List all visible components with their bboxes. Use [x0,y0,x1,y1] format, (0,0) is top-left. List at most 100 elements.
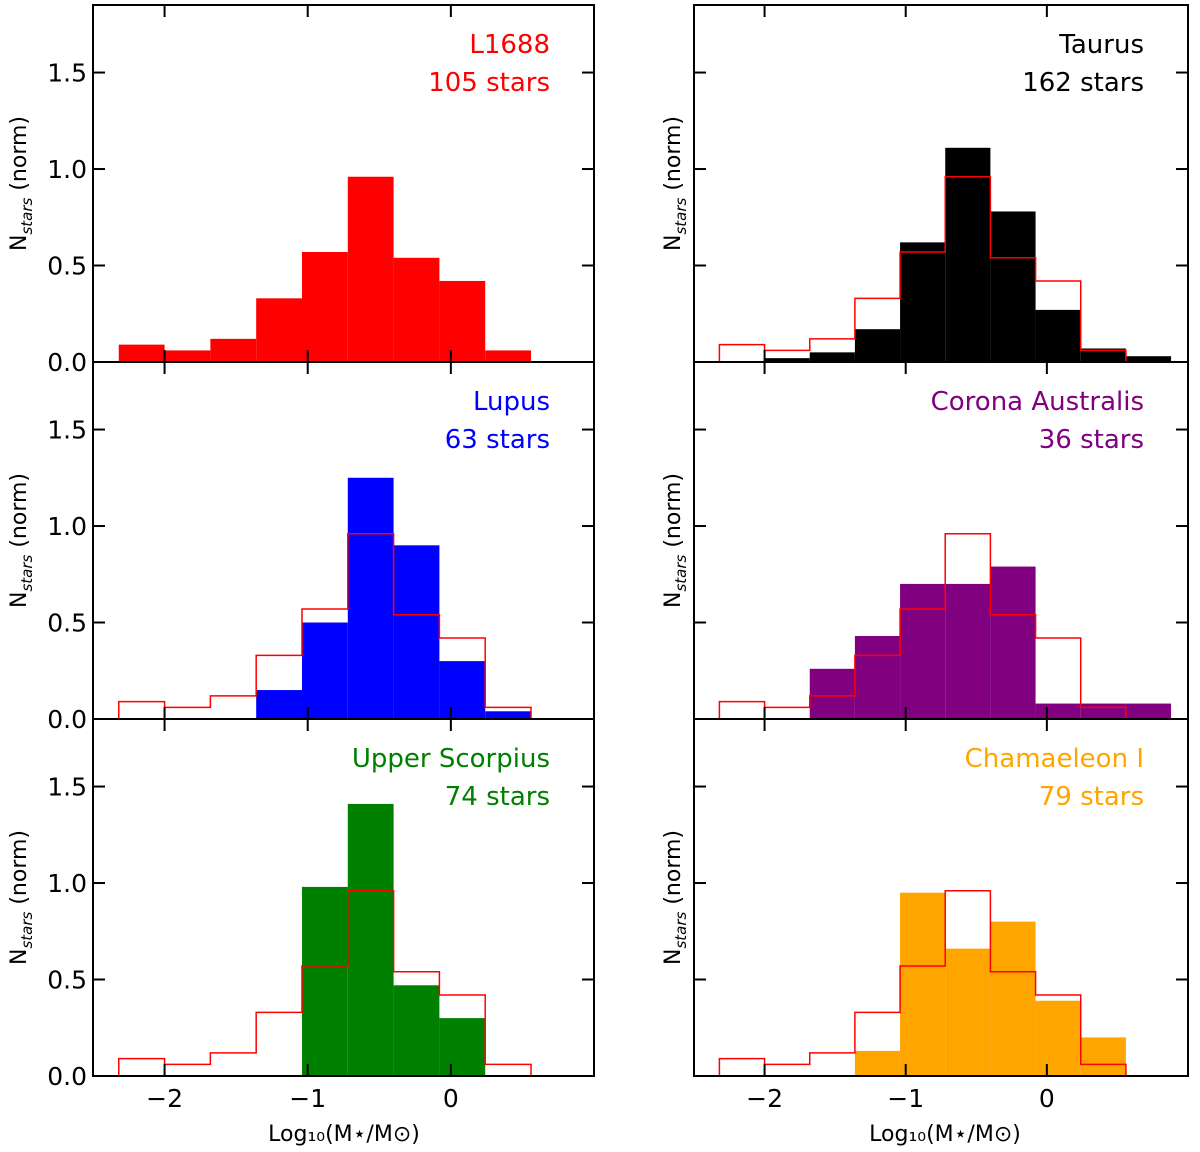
histogram-bar [1125,356,1172,362]
reference-histogram-outline [718,175,1127,362]
histogram-bar [1035,309,1081,362]
y-axis-label-subscript: stars [672,911,690,948]
y-axis-label-suffix: (norm) [7,473,32,555]
y-tick-label: 1.0 [47,869,87,898]
x-axis-label-right: Log₁₀(M⋆/M⊙) [869,1122,1021,1147]
histogram-bar [945,948,991,1076]
histogram-bar [945,583,991,719]
y-axis-label-suffix: (norm) [661,830,686,912]
histogram-bar [118,344,165,362]
histogram-bar [990,211,1036,362]
reference-histogram-outline [718,889,1127,1076]
y-axis-label-main: N [661,592,686,608]
y-axis-label-subscript: stars [672,554,690,591]
region-label: Lupus [473,387,550,417]
histogram-bar [210,338,257,362]
y-axis-label-suffix: (norm) [7,116,32,198]
histogram-bar [485,350,532,362]
histogram-bar [256,690,302,719]
x-tick-label: −1 [887,1084,924,1113]
histogram-bar [854,636,901,719]
histogram-bar [1125,703,1172,719]
y-axis-label: Nstars (norm) [7,116,36,251]
histogram-bar [809,352,855,362]
histogram-bar [347,176,394,362]
histogram-bar [990,566,1036,719]
histogram-bar [1080,703,1126,719]
y-tick-label: 1.5 [47,59,87,88]
y-axis-label: Nstars (norm) [7,473,36,608]
y-tick-label: 0.0 [47,1062,87,1091]
reference-histogram-outline [118,532,532,719]
x-tick-label: −2 [746,1084,783,1113]
panel-frame [693,718,1189,1077]
y-axis-label-main: N [661,235,686,251]
histogram-bar [900,892,946,1076]
histogram-bar [485,711,532,719]
y-tick-label: 0.5 [47,609,87,638]
panel-chamaeleon-i: −2 −1 0 Chamaeleon I 79 stars Nstars (norm) [661,718,1189,1113]
y-tick-label: 0.5 [47,966,87,995]
histogram-bar [347,477,394,719]
panel-frame [92,718,595,1077]
x-tick-label: 0 [443,1084,459,1113]
region-label: Corona Australis [931,387,1144,417]
x-tick-label: −1 [289,1084,326,1113]
histogram-bar [301,622,348,719]
y-axis-label-main: N [661,949,686,965]
histogram-bar [301,252,348,362]
y-axis-label-main: N [7,592,32,608]
y-axis-label-main: N [7,949,32,965]
star-count-label: 63 stars [445,425,550,455]
star-count-label: 105 stars [428,68,550,98]
reference-histogram-outline [718,532,1127,719]
y-tick-label: 1.0 [47,512,87,541]
histogram-bar [809,668,855,719]
reference-histogram-outline [118,889,532,1076]
star-count-label: 79 stars [1039,782,1144,812]
star-count-label: 74 stars [445,782,550,812]
region-label: Taurus [1058,30,1144,60]
histogram-bar [347,803,394,1076]
panel-taurus: Taurus 162 stars Nstars (norm) [661,4,1189,363]
x-tick-label: −2 [146,1084,183,1113]
region-label: L1688 [469,30,550,60]
histogram-bar [439,661,486,719]
histogram-bar [900,242,946,362]
y-axis-label-suffix: (norm) [7,830,32,912]
histogram-bar [1035,1000,1081,1076]
y-axis-label-subscript: stars [18,554,36,591]
histogram-bar [301,886,348,1076]
panel-upper-scorpius: 0.0 0.5 1.0 1.5 −2 −1 0 Upper Scorpius 74 stars N… [7,718,595,1113]
axis-labels: Log₁₀(M⋆/M⊙) Log₁₀(M⋆/M⊙) [268,1122,1021,1147]
histogram-bar [393,545,440,719]
y-axis-label-subscript: stars [18,197,36,234]
panel-lupus: 0.0 0.5 1.0 1.5 Lupus 63 stars Nstars (norm) [7,361,595,734]
star-count-label: 162 stars [1022,68,1144,98]
histogram-bar [854,329,901,362]
y-tick-label: 0.0 [47,705,87,734]
y-axis-label: Nstars (norm) [661,830,690,965]
y-tick-label: 0.0 [47,348,87,377]
y-axis-label-subscript: stars [672,197,690,234]
histogram-bar [764,358,810,362]
region-label: Chamaeleon I [965,744,1144,774]
histogram-bar [854,1050,901,1076]
y-tick-label: 1.5 [47,773,87,802]
x-tick-label: 0 [1039,1084,1055,1113]
histogram-bar [256,298,302,362]
star-count-label: 36 stars [1039,425,1144,455]
y-axis-label: Nstars (norm) [7,830,36,965]
histogram-bar [900,583,946,719]
histogram-bar [393,985,440,1076]
histogram-bar [439,280,486,362]
panel-l1688: 0.0 0.5 1.0 1.5 L1688 105 stars Nstars (norm) [7,4,595,377]
y-axis-label: Nstars (norm) [661,116,690,251]
histogram-bar [990,921,1036,1076]
y-axis-label-main: N [7,235,32,251]
panel-corona-australis: Corona Australis 36 stars Nstars (norm) [661,361,1189,720]
histogram-bar [1080,348,1126,362]
histogram-bar [164,350,211,362]
